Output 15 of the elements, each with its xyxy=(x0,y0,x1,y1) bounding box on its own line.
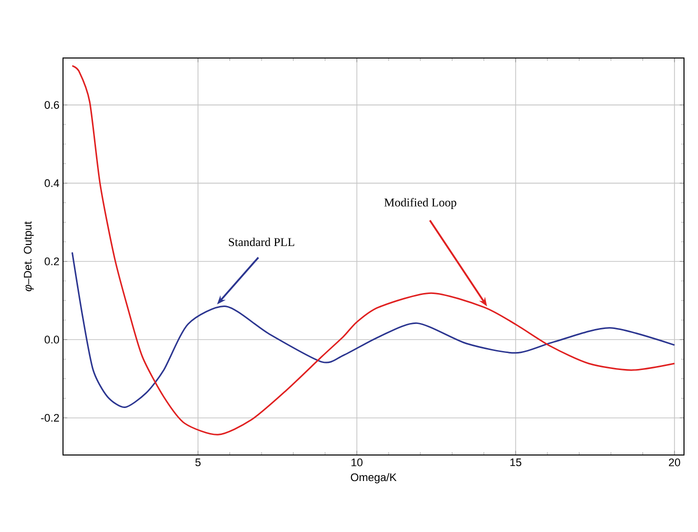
y-tick-label: 0.0 xyxy=(44,336,60,344)
x-axis-title: Omega/K xyxy=(350,473,397,484)
line-series xyxy=(71,252,676,408)
line-series xyxy=(71,65,676,436)
x-tick-label: 5 xyxy=(195,458,201,466)
y-tick-label: 0.2 xyxy=(44,258,59,266)
annotation: Modified Loop xyxy=(384,198,456,209)
x-tick-label: 20 xyxy=(668,458,680,466)
x-tick-label: 10 xyxy=(352,458,362,466)
x-tick-label: 15 xyxy=(510,458,522,466)
y-tick-label: -0.2 xyxy=(41,414,59,422)
y-axis-title: φ–Det. Output xyxy=(24,221,34,292)
y-tick-label: 0.4 xyxy=(44,179,60,188)
y-tick-label: 0.6 xyxy=(44,101,59,109)
annotation: Standard PLL xyxy=(228,238,294,246)
